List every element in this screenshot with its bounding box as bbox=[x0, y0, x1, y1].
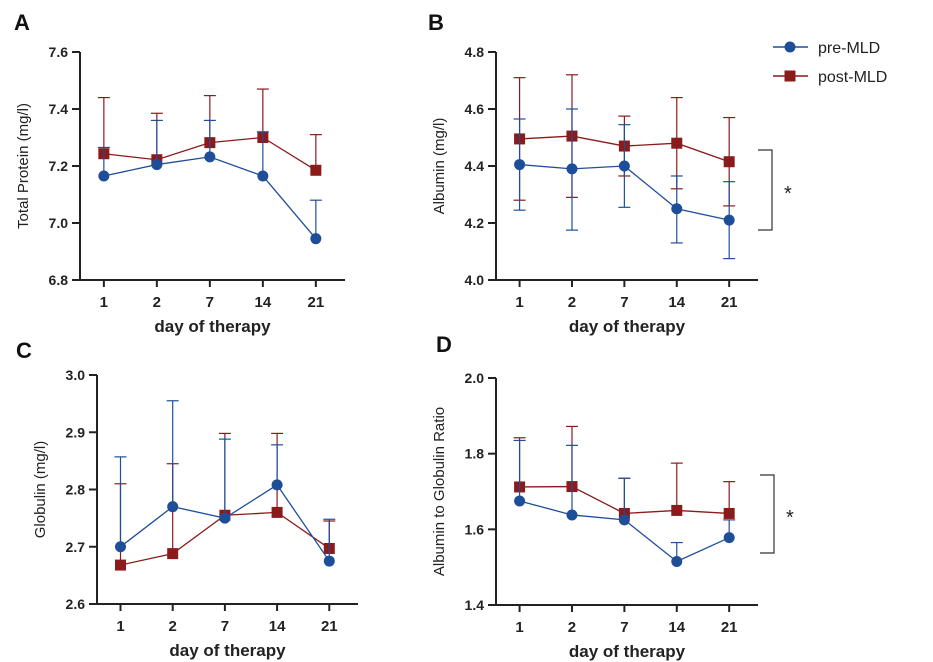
data-point bbox=[566, 509, 578, 521]
y-tick-label: 7.0 bbox=[49, 215, 69, 231]
y-tick-label: 2.0 bbox=[465, 370, 485, 386]
x-tick-label: 21 bbox=[308, 294, 325, 311]
chart-panel-a: 6.8 7.0 7.2 7.4 7.6 1 2 7 14 21 day of therapy Tota… bbox=[15, 44, 345, 336]
legend-label-pre: pre-MLD bbox=[818, 40, 880, 57]
x-tick-label: 2 bbox=[568, 294, 576, 311]
y-tick-label: 1.4 bbox=[465, 597, 485, 613]
x-tick-label: 21 bbox=[721, 294, 738, 311]
panel-letter-b: B bbox=[428, 10, 444, 35]
x-tick-label: 21 bbox=[721, 619, 738, 636]
data-point bbox=[167, 501, 179, 513]
data-point bbox=[323, 555, 335, 567]
data-point bbox=[310, 233, 322, 245]
chart-panel-c: 2.6 2.7 2.8 2.9 3.0 1 2 7 14 21 day of therapy Glob… bbox=[32, 367, 358, 660]
y-tick-label: 2.8 bbox=[66, 482, 86, 498]
x-tick-label: 14 bbox=[255, 294, 272, 311]
x-axis-label: day of therapy bbox=[154, 317, 271, 336]
y-tick-label: 4.4 bbox=[465, 158, 485, 174]
data-point bbox=[514, 495, 526, 507]
significance-bracket bbox=[758, 149, 773, 231]
x-tick-label: 2 bbox=[153, 294, 161, 311]
data-point bbox=[618, 514, 630, 526]
x-tick-label: 1 bbox=[515, 294, 523, 311]
x-tick-label: 1 bbox=[116, 618, 124, 635]
data-point bbox=[671, 555, 683, 567]
data-point bbox=[723, 156, 735, 168]
x-axis-label: day of therapy bbox=[569, 317, 686, 336]
x-tick-label: 2 bbox=[169, 618, 177, 635]
data-point bbox=[671, 504, 683, 516]
legend-marker-pre bbox=[784, 41, 796, 53]
x-axis-label: day of therapy bbox=[569, 642, 686, 661]
data-point bbox=[723, 532, 735, 544]
x-tick-label: 7 bbox=[620, 619, 628, 636]
data-point bbox=[98, 170, 110, 182]
y-tick-label: 7.4 bbox=[49, 101, 69, 117]
y-tick-label: 2.6 bbox=[66, 596, 86, 612]
y-tick-label: 6.8 bbox=[49, 272, 69, 288]
data-point bbox=[514, 159, 526, 171]
y-tick-label: 1.8 bbox=[465, 446, 485, 462]
legend-marker-post bbox=[784, 70, 796, 82]
data-point bbox=[723, 507, 735, 519]
y-tick-label: 2.9 bbox=[66, 424, 86, 440]
x-tick-label: 14 bbox=[668, 619, 685, 636]
panel-letter-a: A bbox=[14, 10, 30, 35]
y-axis-label: Albumin (mg/l) bbox=[431, 118, 448, 215]
y-tick-label: 7.6 bbox=[49, 44, 69, 60]
data-point bbox=[271, 479, 283, 491]
y-tick-label: 7.2 bbox=[49, 158, 69, 174]
data-point bbox=[671, 137, 683, 149]
y-tick-label: 2.7 bbox=[66, 539, 86, 555]
significance-bracket bbox=[760, 474, 775, 554]
legend-item-post: post-MLD bbox=[773, 69, 887, 86]
x-tick-label: 1 bbox=[100, 294, 108, 311]
significance-mark: * bbox=[786, 507, 794, 529]
x-tick-label: 7 bbox=[221, 618, 229, 635]
data-point bbox=[167, 548, 179, 560]
data-point bbox=[271, 506, 283, 518]
data-point bbox=[671, 203, 683, 215]
y-tick-label: 4.6 bbox=[465, 101, 485, 117]
x-tick-label: 1 bbox=[515, 619, 523, 636]
data-point bbox=[114, 559, 126, 571]
data-point bbox=[723, 214, 735, 226]
data-point bbox=[618, 160, 630, 172]
x-tick-label: 2 bbox=[568, 619, 576, 636]
data-point bbox=[114, 541, 126, 553]
y-axis-label: Albumin to Globulin Ratio bbox=[431, 407, 448, 576]
x-tick-label: 7 bbox=[620, 294, 628, 311]
x-axis-label: day of therapy bbox=[169, 641, 286, 660]
data-point bbox=[204, 151, 216, 163]
y-axis-label: Globulin (mg/l) bbox=[32, 441, 49, 539]
x-tick-label: 7 bbox=[206, 294, 214, 311]
y-tick-label: 3.0 bbox=[66, 367, 86, 383]
y-tick-label: 1.6 bbox=[465, 521, 485, 537]
chart-panel-b: 4.0 4.2 4.4 4.6 4.8 1 2 7 14 21 day of therapy Albu… bbox=[431, 44, 792, 336]
y-axis-label: Total Protein (mg/l) bbox=[15, 103, 32, 229]
x-tick-label: 21 bbox=[321, 618, 338, 635]
data-point bbox=[151, 159, 163, 171]
panel-letter-d: D bbox=[436, 332, 452, 357]
y-tick-label: 4.0 bbox=[465, 272, 485, 288]
y-tick-label: 4.8 bbox=[465, 44, 485, 60]
legend-label-post: post-MLD bbox=[818, 69, 887, 86]
legend-item-pre: pre-MLD bbox=[773, 40, 880, 57]
data-point bbox=[257, 170, 269, 182]
data-point bbox=[566, 163, 578, 175]
x-tick-label: 14 bbox=[269, 618, 286, 635]
legend: pre-MLD post-MLD bbox=[773, 40, 887, 86]
significance-mark: * bbox=[784, 183, 792, 205]
y-tick-label: 4.2 bbox=[465, 215, 485, 231]
panel-letter-c: C bbox=[16, 338, 32, 363]
chart-panel-d: 1.4 1.6 1.8 2.0 1 2 7 14 21 day of therapy Albumin… bbox=[431, 370, 794, 661]
x-tick-label: 14 bbox=[668, 294, 685, 311]
data-point bbox=[310, 164, 322, 176]
data-point bbox=[219, 512, 231, 524]
series-line bbox=[103, 156, 317, 240]
